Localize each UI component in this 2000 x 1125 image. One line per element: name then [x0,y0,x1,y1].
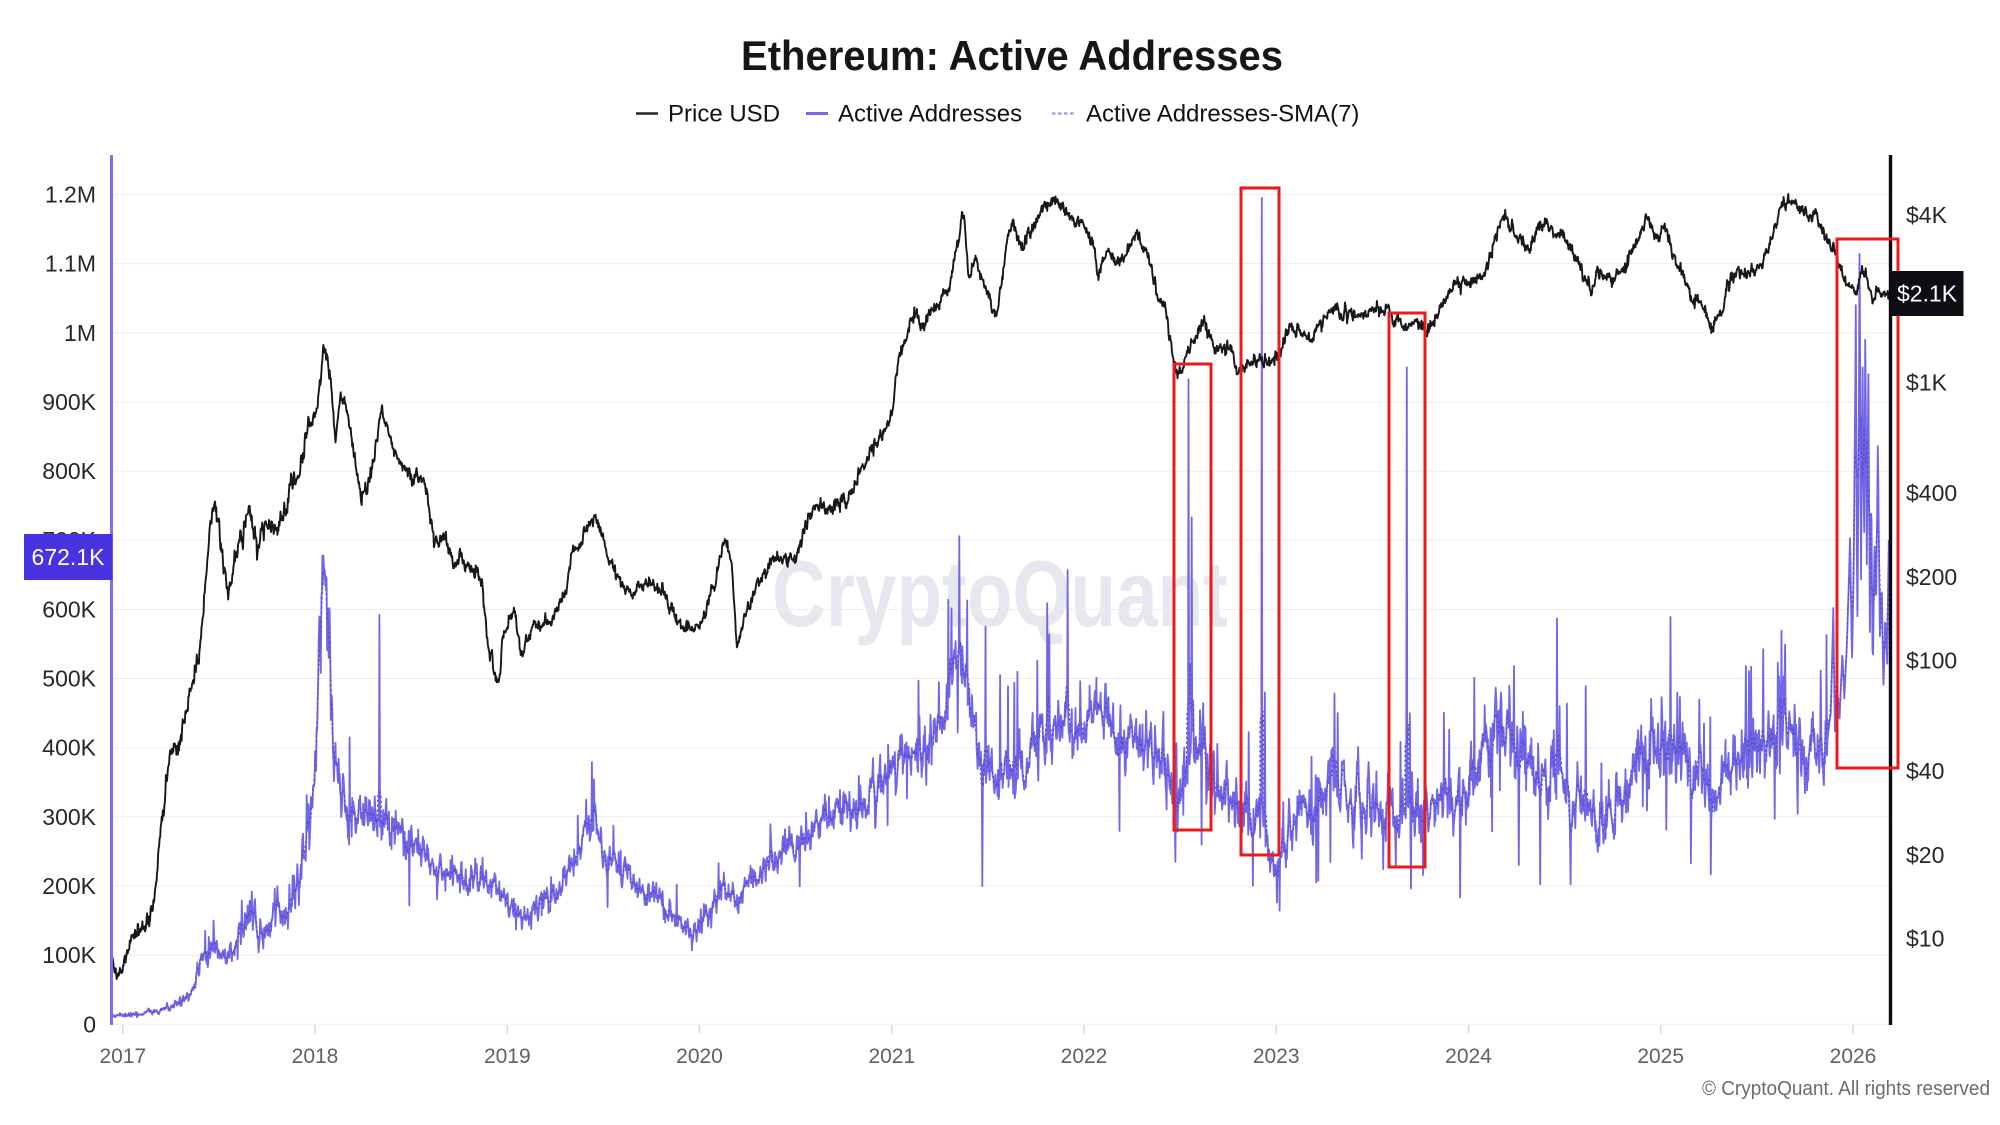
svg-text:$200: $200 [1906,564,1957,590]
svg-text:$10: $10 [1906,926,1944,952]
svg-text:Ethereum: Active Addresses: Ethereum: Active Addresses [741,32,1283,79]
svg-text:2023: 2023 [1253,1045,1300,1068]
svg-text:200K: 200K [42,873,96,899]
svg-text:$1K: $1K [1906,370,1948,396]
svg-text:400K: 400K [42,735,96,761]
svg-text:2020: 2020 [676,1045,723,1068]
svg-text:2024: 2024 [1445,1045,1492,1068]
svg-text:$2.1K: $2.1K [1897,281,1958,307]
svg-text:2019: 2019 [484,1045,531,1068]
svg-text:2017: 2017 [99,1045,146,1068]
svg-text:2021: 2021 [868,1045,915,1068]
svg-text:2025: 2025 [1637,1045,1684,1068]
svg-text:$4K: $4K [1906,202,1948,228]
svg-text:100K: 100K [42,942,96,968]
svg-text:Price USD: Price USD [668,101,780,128]
svg-text:Active Addresses: Active Addresses [838,101,1022,128]
svg-text:$100: $100 [1906,648,1957,674]
svg-text:$20: $20 [1906,842,1944,868]
svg-text:Active Addresses-SMA(7): Active Addresses-SMA(7) [1086,101,1359,128]
svg-text:2022: 2022 [1061,1045,1108,1068]
svg-text:500K: 500K [42,666,96,692]
svg-text:© CryptoQuant. All rights rese: © CryptoQuant. All rights reserved [1702,1078,1990,1100]
svg-text:1.1M: 1.1M [45,251,96,277]
svg-text:$400: $400 [1906,480,1957,506]
svg-text:600K: 600K [42,596,96,622]
svg-text:800K: 800K [42,458,96,484]
svg-text:2026: 2026 [1830,1045,1877,1068]
svg-text:300K: 300K [42,804,96,830]
svg-text:CryptoQuant: CryptoQuant [772,541,1228,646]
svg-text:1.2M: 1.2M [45,182,96,208]
svg-text:2018: 2018 [292,1045,339,1068]
svg-text:$40: $40 [1906,758,1944,784]
svg-text:0: 0 [83,1011,96,1037]
svg-text:1M: 1M [64,320,96,346]
svg-text:672.1K: 672.1K [32,544,106,570]
svg-text:900K: 900K [42,389,96,415]
